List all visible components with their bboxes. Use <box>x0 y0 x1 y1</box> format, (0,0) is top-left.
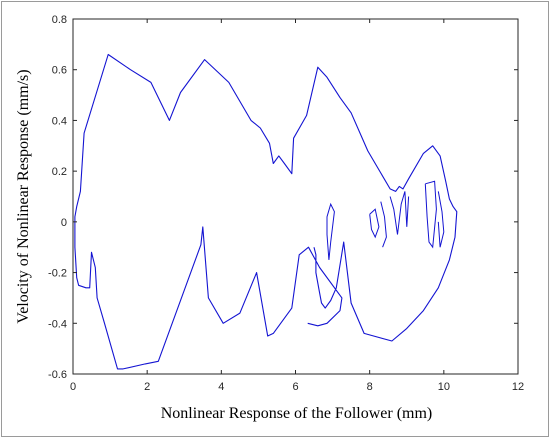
series-layer <box>74 53 458 370</box>
loop-line <box>389 191 410 235</box>
x-axis-title: Nonlinear Response of the Follower (mm) <box>161 405 433 422</box>
y-tick-label: 0.8 <box>52 14 67 26</box>
x-tick-label: 0 <box>70 381 76 393</box>
series-line <box>74 53 458 370</box>
small-loops <box>326 180 445 260</box>
y-tick-label: 0.4 <box>52 115 67 127</box>
loop-line <box>437 191 445 248</box>
y-tick-label: 0.2 <box>52 166 67 178</box>
ticks-layer: 0 2 4 6 8 10 12 -0.6 -0.4 -0.2 0 0.2 0.4 0.6 0.8 <box>48 14 524 393</box>
x-tick-label: 10 <box>438 381 450 393</box>
loop-line <box>369 208 380 239</box>
y-tick-label: 0 <box>61 217 67 229</box>
plot-area <box>73 19 518 374</box>
y-tick-label: -0.2 <box>48 268 67 280</box>
x-tick-label: 6 <box>292 381 298 393</box>
y-tick-label: 0.6 <box>52 65 67 77</box>
x-tick-label: 8 <box>367 381 373 393</box>
x-tick-label: 2 <box>144 381 150 393</box>
loop-line <box>380 201 387 248</box>
y-tick-label: -0.4 <box>48 318 67 330</box>
loop-line <box>424 180 437 249</box>
y-axis-title: Velocity of Nonlinear Response (mm/s) <box>15 69 32 323</box>
loop-line <box>326 202 335 260</box>
x-tick-label: 4 <box>218 381 224 393</box>
y-tick-label: -0.6 <box>48 369 67 381</box>
x-tick-label: 12 <box>512 381 524 393</box>
